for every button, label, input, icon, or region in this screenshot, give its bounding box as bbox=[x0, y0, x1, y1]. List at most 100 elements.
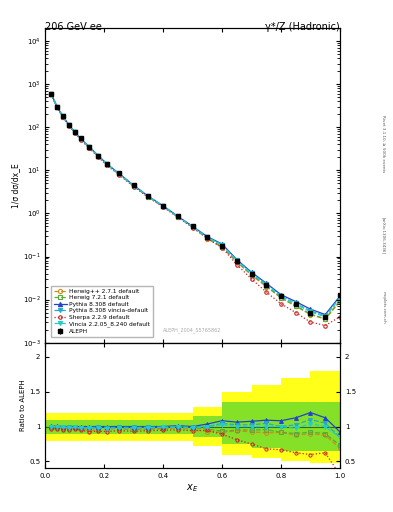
Herwig 7.2.1 default bbox=[220, 244, 224, 250]
Herwig 7.2.1 default bbox=[323, 315, 328, 322]
Pythia 8.308 default bbox=[105, 161, 109, 167]
Herwig 7.2.1 default bbox=[116, 171, 121, 177]
Vincia 2.2.05_8.240 default bbox=[190, 224, 195, 230]
Line: Pythia 8.308 vincia-default: Pythia 8.308 vincia-default bbox=[49, 92, 342, 318]
Pythia 8.308 vincia-default bbox=[146, 194, 151, 200]
Vincia 2.2.05_8.240 default bbox=[338, 295, 342, 301]
Vincia 2.2.05_8.240 default bbox=[66, 122, 71, 128]
Pythia 8.308 vincia-default bbox=[205, 234, 210, 240]
Pythia 8.308 default bbox=[161, 203, 165, 209]
Pythia 8.308 default bbox=[61, 113, 65, 119]
Pythia 8.308 default bbox=[249, 269, 254, 275]
Vincia 2.2.05_8.240 default bbox=[293, 301, 298, 307]
Pythia 8.308 default bbox=[293, 298, 298, 305]
Herwig++ 2.7.1 default bbox=[279, 295, 283, 301]
Pythia 8.308 default bbox=[176, 213, 180, 219]
Herwig 7.2.1 default bbox=[105, 161, 109, 167]
Pythia 8.308 vincia-default bbox=[220, 242, 224, 248]
Sherpa 2.2.9 default bbox=[323, 323, 328, 329]
Herwig++ 2.7.1 default bbox=[72, 130, 77, 136]
Herwig++ 2.7.1 default bbox=[190, 224, 195, 230]
Pythia 8.308 vincia-default bbox=[234, 257, 239, 263]
Pythia 8.308 vincia-default bbox=[87, 144, 92, 150]
Vincia 2.2.05_8.240 default bbox=[205, 234, 210, 241]
Vincia 2.2.05_8.240 default bbox=[220, 242, 224, 248]
Vincia 2.2.05_8.240 default bbox=[87, 144, 92, 151]
Sherpa 2.2.9 default bbox=[308, 319, 313, 325]
Herwig++ 2.7.1 default bbox=[323, 316, 328, 323]
Pythia 8.308 default bbox=[190, 223, 195, 229]
Herwig 7.2.1 default bbox=[249, 271, 254, 278]
Pythia 8.308 default bbox=[66, 121, 71, 127]
Herwig++ 2.7.1 default bbox=[87, 145, 92, 151]
Pythia 8.308 vincia-default bbox=[323, 313, 328, 319]
Vincia 2.2.05_8.240 default bbox=[146, 194, 151, 200]
Pythia 8.308 default bbox=[146, 193, 151, 199]
Sherpa 2.2.9 default bbox=[264, 289, 269, 295]
Herwig++ 2.7.1 default bbox=[249, 272, 254, 278]
Line: Vincia 2.2.05_8.240 default: Vincia 2.2.05_8.240 default bbox=[49, 92, 342, 319]
Pythia 8.308 vincia-default bbox=[249, 270, 254, 276]
Sherpa 2.2.9 default bbox=[131, 183, 136, 189]
Pythia 8.308 default bbox=[131, 182, 136, 188]
Vincia 2.2.05_8.240 default bbox=[323, 314, 328, 320]
Herwig 7.2.1 default bbox=[161, 203, 165, 209]
Pythia 8.308 vincia-default bbox=[105, 161, 109, 167]
Vincia 2.2.05_8.240 default bbox=[234, 258, 239, 264]
Sherpa 2.2.9 default bbox=[190, 224, 195, 230]
Line: Pythia 8.308 default: Pythia 8.308 default bbox=[49, 92, 342, 316]
Herwig 7.2.1 default bbox=[49, 91, 53, 97]
Pythia 8.308 vincia-default bbox=[66, 122, 71, 128]
Vincia 2.2.05_8.240 default bbox=[49, 91, 53, 97]
Sherpa 2.2.9 default bbox=[161, 204, 165, 210]
Line: Sherpa 2.2.9 default: Sherpa 2.2.9 default bbox=[50, 93, 342, 327]
Vincia 2.2.05_8.240 default bbox=[105, 162, 109, 168]
Vincia 2.2.05_8.240 default bbox=[78, 136, 83, 142]
Herwig++ 2.7.1 default bbox=[264, 284, 269, 290]
Herwig++ 2.7.1 default bbox=[176, 214, 180, 220]
Sherpa 2.2.9 default bbox=[220, 245, 224, 251]
Pythia 8.308 default bbox=[49, 91, 53, 97]
Herwig 7.2.1 default bbox=[308, 311, 313, 317]
Herwig++ 2.7.1 default bbox=[146, 194, 151, 200]
Herwig++ 2.7.1 default bbox=[308, 311, 313, 317]
Vincia 2.2.05_8.240 default bbox=[161, 203, 165, 209]
Pythia 8.308 default bbox=[279, 292, 283, 298]
Pythia 8.308 default bbox=[338, 293, 342, 299]
Pythia 8.308 default bbox=[116, 170, 121, 177]
Herwig++ 2.7.1 default bbox=[234, 259, 239, 265]
Text: [arXiv:1306.3436]: [arXiv:1306.3436] bbox=[381, 217, 385, 254]
Sherpa 2.2.9 default bbox=[96, 154, 101, 160]
Pythia 8.308 vincia-default bbox=[176, 214, 180, 220]
Herwig 7.2.1 default bbox=[78, 136, 83, 142]
Herwig++ 2.7.1 default bbox=[116, 171, 121, 177]
Herwig 7.2.1 default bbox=[96, 153, 101, 159]
Vincia 2.2.05_8.240 default bbox=[249, 270, 254, 276]
Vincia 2.2.05_8.240 default bbox=[72, 129, 77, 135]
Sherpa 2.2.9 default bbox=[105, 162, 109, 168]
Pythia 8.308 default bbox=[220, 241, 224, 247]
Herwig 7.2.1 default bbox=[66, 122, 71, 128]
Sherpa 2.2.9 default bbox=[293, 309, 298, 315]
Sherpa 2.2.9 default bbox=[61, 114, 65, 120]
Sherpa 2.2.9 default bbox=[78, 136, 83, 142]
Pythia 8.308 default bbox=[96, 153, 101, 159]
Pythia 8.308 default bbox=[308, 306, 313, 312]
Sherpa 2.2.9 default bbox=[279, 301, 283, 307]
Pythia 8.308 vincia-default bbox=[116, 170, 121, 177]
Herwig 7.2.1 default bbox=[205, 235, 210, 241]
Pythia 8.308 default bbox=[264, 280, 269, 286]
Pythia 8.308 vincia-default bbox=[279, 293, 283, 299]
Vincia 2.2.05_8.240 default bbox=[264, 282, 269, 288]
Pythia 8.308 default bbox=[78, 135, 83, 141]
Sherpa 2.2.9 default bbox=[249, 276, 254, 282]
Herwig 7.2.1 default bbox=[72, 129, 77, 135]
Vincia 2.2.05_8.240 default bbox=[116, 171, 121, 177]
Sherpa 2.2.9 default bbox=[176, 215, 180, 221]
Herwig 7.2.1 default bbox=[131, 183, 136, 189]
Legend: Herwig++ 2.7.1 default, Herwig 7.2.1 default, Pythia 8.308 default, Pythia 8.308: Herwig++ 2.7.1 default, Herwig 7.2.1 def… bbox=[51, 286, 153, 336]
Herwig++ 2.7.1 default bbox=[293, 303, 298, 309]
Vincia 2.2.05_8.240 default bbox=[61, 114, 65, 120]
Pythia 8.308 default bbox=[234, 257, 239, 263]
Herwig++ 2.7.1 default bbox=[61, 114, 65, 120]
